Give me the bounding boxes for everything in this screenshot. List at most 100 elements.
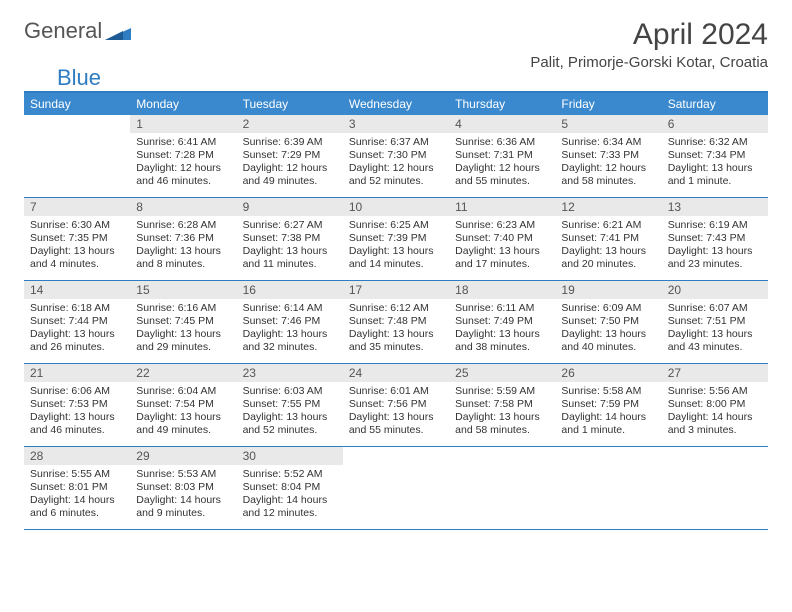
- day-cell: 13Sunrise: 6:19 AMSunset: 7:43 PMDayligh…: [662, 198, 768, 280]
- day-cell: 12Sunrise: 6:21 AMSunset: 7:41 PMDayligh…: [555, 198, 661, 280]
- day-cell: 26Sunrise: 5:58 AMSunset: 7:59 PMDayligh…: [555, 364, 661, 446]
- weeks-container: 1Sunrise: 6:41 AMSunset: 7:28 PMDaylight…: [24, 115, 768, 530]
- sunrise-text: Sunrise: 6:06 AM: [30, 385, 124, 398]
- sunrise-text: Sunrise: 6:19 AM: [668, 219, 762, 232]
- week-row: 7Sunrise: 6:30 AMSunset: 7:35 PMDaylight…: [24, 198, 768, 281]
- day-cell: 6 Sunrise: 6:32 AMSunset: 7:34 PMDaylight…: [662, 115, 768, 197]
- daylight-text: Daylight: 13 hours and 1 minute.: [668, 162, 762, 188]
- day-content: Sunrise: 6:30 AMSunset: 7:35 PMDaylight:…: [24, 216, 130, 276]
- header: General April 2024 Palit, Primorje-Gorsk…: [24, 18, 768, 71]
- day-number: 26: [555, 364, 661, 382]
- sunrise-text: Sunrise: 6:36 AM: [455, 136, 549, 149]
- day-number: 13: [662, 198, 768, 216]
- sunrise-text: Sunrise: 6:18 AM: [30, 302, 124, 315]
- day-number: 3: [343, 115, 449, 133]
- day-content: Sunrise: 6:21 AMSunset: 7:41 PMDaylight:…: [555, 216, 661, 276]
- sunset-text: Sunset: 7:38 PM: [243, 232, 337, 245]
- weekday-wed: Wednesday: [343, 93, 449, 115]
- weekday-mon: Monday: [130, 93, 236, 115]
- day-cell: 15Sunrise: 6:16 AMSunset: 7:45 PMDayligh…: [130, 281, 236, 363]
- daylight-text: Daylight: 13 hours and 43 minutes.: [668, 328, 762, 354]
- day-number: 5: [555, 115, 661, 133]
- day-content: Sunrise: 5:55 AMSunset: 8:01 PMDaylight:…: [24, 465, 130, 525]
- day-cell: 10Sunrise: 6:25 AMSunset: 7:39 PMDayligh…: [343, 198, 449, 280]
- day-number: 17: [343, 281, 449, 299]
- day-number: 11: [449, 198, 555, 216]
- sunset-text: Sunset: 7:48 PM: [349, 315, 443, 328]
- day-cell: 21Sunrise: 6:06 AMSunset: 7:53 PMDayligh…: [24, 364, 130, 446]
- day-content: Sunrise: 6:18 AMSunset: 7:44 PMDaylight:…: [24, 299, 130, 359]
- logo: General: [24, 18, 131, 44]
- day-cell: 24Sunrise: 6:01 AMSunset: 7:56 PMDayligh…: [343, 364, 449, 446]
- sunrise-text: Sunrise: 6:12 AM: [349, 302, 443, 315]
- sunset-text: Sunset: 7:41 PM: [561, 232, 655, 245]
- day-cell: 19Sunrise: 6:09 AMSunset: 7:50 PMDayligh…: [555, 281, 661, 363]
- day-content: Sunrise: 6:25 AMSunset: 7:39 PMDaylight:…: [343, 216, 449, 276]
- sunset-text: Sunset: 7:58 PM: [455, 398, 549, 411]
- day-content: Sunrise: 6:01 AMSunset: 7:56 PMDaylight:…: [343, 382, 449, 442]
- daylight-text: Daylight: 13 hours and 20 minutes.: [561, 245, 655, 271]
- day-cell: [24, 115, 130, 197]
- daylight-text: Daylight: 12 hours and 46 minutes.: [136, 162, 230, 188]
- daylight-text: Daylight: 12 hours and 55 minutes.: [455, 162, 549, 188]
- logo-icon: [105, 22, 131, 40]
- day-number: 21: [24, 364, 130, 382]
- sunrise-text: Sunrise: 6:41 AM: [136, 136, 230, 149]
- day-cell: 20Sunrise: 6:07 AMSunset: 7:51 PMDayligh…: [662, 281, 768, 363]
- day-number: 29: [130, 447, 236, 465]
- sunrise-text: Sunrise: 6:16 AM: [136, 302, 230, 315]
- daylight-text: Daylight: 14 hours and 9 minutes.: [136, 494, 230, 520]
- daylight-text: Daylight: 12 hours and 49 minutes.: [243, 162, 337, 188]
- weekday-sat: Saturday: [662, 93, 768, 115]
- week-row: 14Sunrise: 6:18 AMSunset: 7:44 PMDayligh…: [24, 281, 768, 364]
- daylight-text: Daylight: 14 hours and 1 minute.: [561, 411, 655, 437]
- day-number: 24: [343, 364, 449, 382]
- day-cell: 22Sunrise: 6:04 AMSunset: 7:54 PMDayligh…: [130, 364, 236, 446]
- day-cell: 9Sunrise: 6:27 AMSunset: 7:38 PMDaylight…: [237, 198, 343, 280]
- sunrise-text: Sunrise: 6:27 AM: [243, 219, 337, 232]
- sunset-text: Sunset: 7:59 PM: [561, 398, 655, 411]
- daylight-text: Daylight: 13 hours and 23 minutes.: [668, 245, 762, 271]
- day-number: 23: [237, 364, 343, 382]
- day-content: Sunrise: 6:06 AMSunset: 7:53 PMDaylight:…: [24, 382, 130, 442]
- daylight-text: Daylight: 13 hours and 49 minutes.: [136, 411, 230, 437]
- day-cell: 16Sunrise: 6:14 AMSunset: 7:46 PMDayligh…: [237, 281, 343, 363]
- logo-text-2: Blue: [57, 65, 101, 90]
- day-number: 2: [237, 115, 343, 133]
- day-number: 6: [662, 115, 768, 133]
- sunrise-text: Sunrise: 6:25 AM: [349, 219, 443, 232]
- day-content: Sunrise: 6:14 AMSunset: 7:46 PMDaylight:…: [237, 299, 343, 359]
- day-number: 14: [24, 281, 130, 299]
- daylight-text: Daylight: 13 hours and 17 minutes.: [455, 245, 549, 271]
- day-cell: 3Sunrise: 6:37 AMSunset: 7:30 PMDaylight…: [343, 115, 449, 197]
- daylight-text: Daylight: 13 hours and 26 minutes.: [30, 328, 124, 354]
- sunrise-text: Sunrise: 6:23 AM: [455, 219, 549, 232]
- sunset-text: Sunset: 7:54 PM: [136, 398, 230, 411]
- sunset-text: Sunset: 7:44 PM: [30, 315, 124, 328]
- weekday-fri: Friday: [555, 93, 661, 115]
- daylight-text: Daylight: 12 hours and 52 minutes.: [349, 162, 443, 188]
- sunrise-text: Sunrise: 5:52 AM: [243, 468, 337, 481]
- daylight-text: Daylight: 13 hours and 8 minutes.: [136, 245, 230, 271]
- sunset-text: Sunset: 7:34 PM: [668, 149, 762, 162]
- day-number: 1: [130, 115, 236, 133]
- sunrise-text: Sunrise: 6:14 AM: [243, 302, 337, 315]
- day-number: 8: [130, 198, 236, 216]
- logo-text-1: General: [24, 18, 102, 44]
- sunset-text: Sunset: 8:01 PM: [30, 481, 124, 494]
- weekday-sun: Sunday: [24, 93, 130, 115]
- day-content: Sunrise: 5:53 AMSunset: 8:03 PMDaylight:…: [130, 465, 236, 525]
- day-cell: 4Sunrise: 6:36 AMSunset: 7:31 PMDaylight…: [449, 115, 555, 197]
- day-content: Sunrise: 6:28 AMSunset: 7:36 PMDaylight:…: [130, 216, 236, 276]
- day-number: 10: [343, 198, 449, 216]
- day-number: 20: [662, 281, 768, 299]
- sunrise-text: Sunrise: 5:55 AM: [30, 468, 124, 481]
- day-cell: [449, 447, 555, 529]
- sunset-text: Sunset: 7:51 PM: [668, 315, 762, 328]
- daylight-text: Daylight: 14 hours and 3 minutes.: [668, 411, 762, 437]
- day-content: Sunrise: 5:58 AMSunset: 7:59 PMDaylight:…: [555, 382, 661, 442]
- day-cell: 14Sunrise: 6:18 AMSunset: 7:44 PMDayligh…: [24, 281, 130, 363]
- sunrise-text: Sunrise: 6:03 AM: [243, 385, 337, 398]
- sunrise-text: Sunrise: 6:32 AM: [668, 136, 762, 149]
- sunset-text: Sunset: 7:50 PM: [561, 315, 655, 328]
